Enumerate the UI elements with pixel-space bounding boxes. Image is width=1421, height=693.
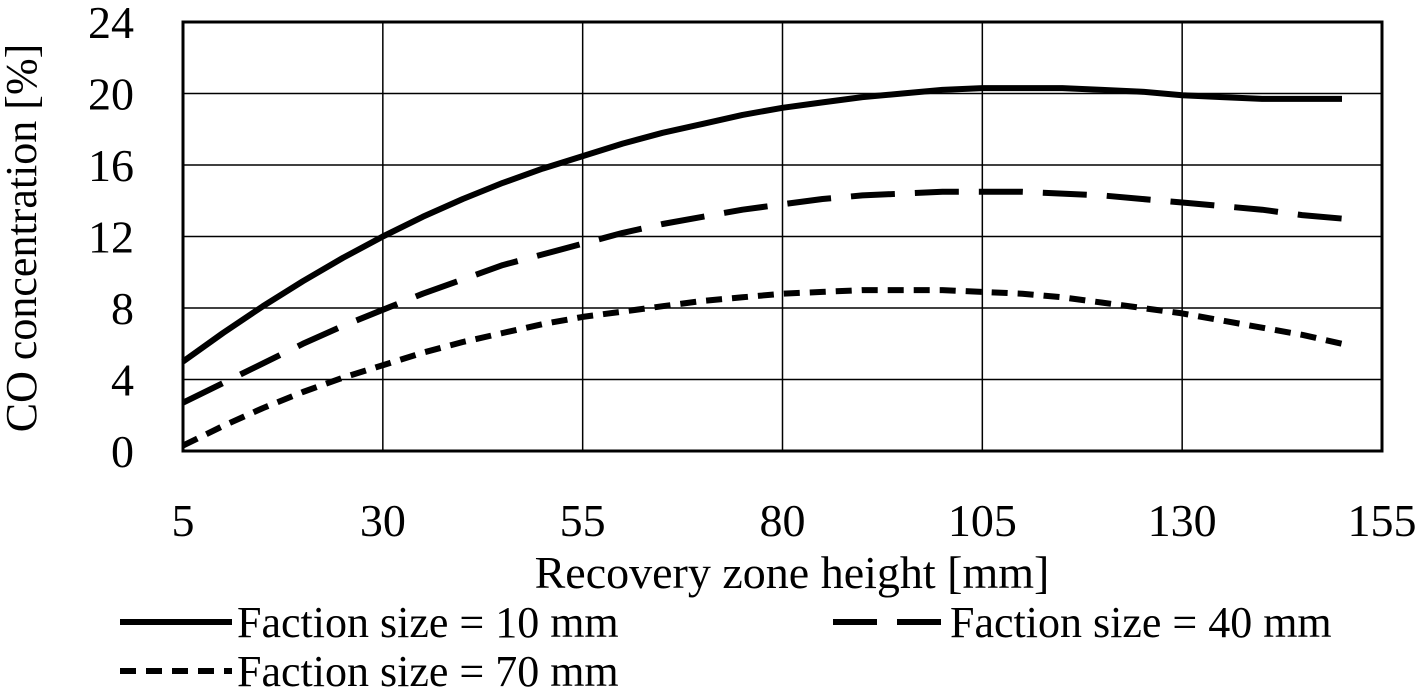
y-tick-label: 4 <box>111 355 134 406</box>
legend-label-2: Faction size = 40 mm <box>950 598 1332 647</box>
x-tick-label: 105 <box>948 495 1017 546</box>
y-tick-label: 20 <box>88 69 134 120</box>
x-tick-label: 30 <box>360 495 406 546</box>
series-line-3 <box>181 287 1343 449</box>
x-tick-label: 55 <box>560 495 606 546</box>
x-tick-label: 130 <box>1148 495 1217 546</box>
y-tick-label: 24 <box>88 0 134 48</box>
x-tick-label: 5 <box>172 495 195 546</box>
legend-label-1: Faction size = 10 mm <box>237 598 619 647</box>
y-tick-label: 0 <box>111 426 134 477</box>
x-tick-label: 80 <box>760 495 806 546</box>
legend-label-3: Faction size = 70 mm <box>237 647 619 688</box>
series-line-1 <box>181 85 1342 365</box>
plot-frame <box>181 20 1384 453</box>
series-line-2 <box>181 188 1343 406</box>
y-tick-label: 8 <box>111 283 134 334</box>
y-axis-label: CO concentration [%] <box>0 44 46 433</box>
legend: Faction size = 10 mm Faction size = 40 mm… <box>120 598 1332 693</box>
x-tick-label: 155 <box>1348 495 1417 546</box>
x-axis-label: Recovery zone height [mm] <box>535 547 1050 598</box>
y-tick-label: 12 <box>88 212 134 263</box>
y-tick-label: 16 <box>88 140 134 191</box>
